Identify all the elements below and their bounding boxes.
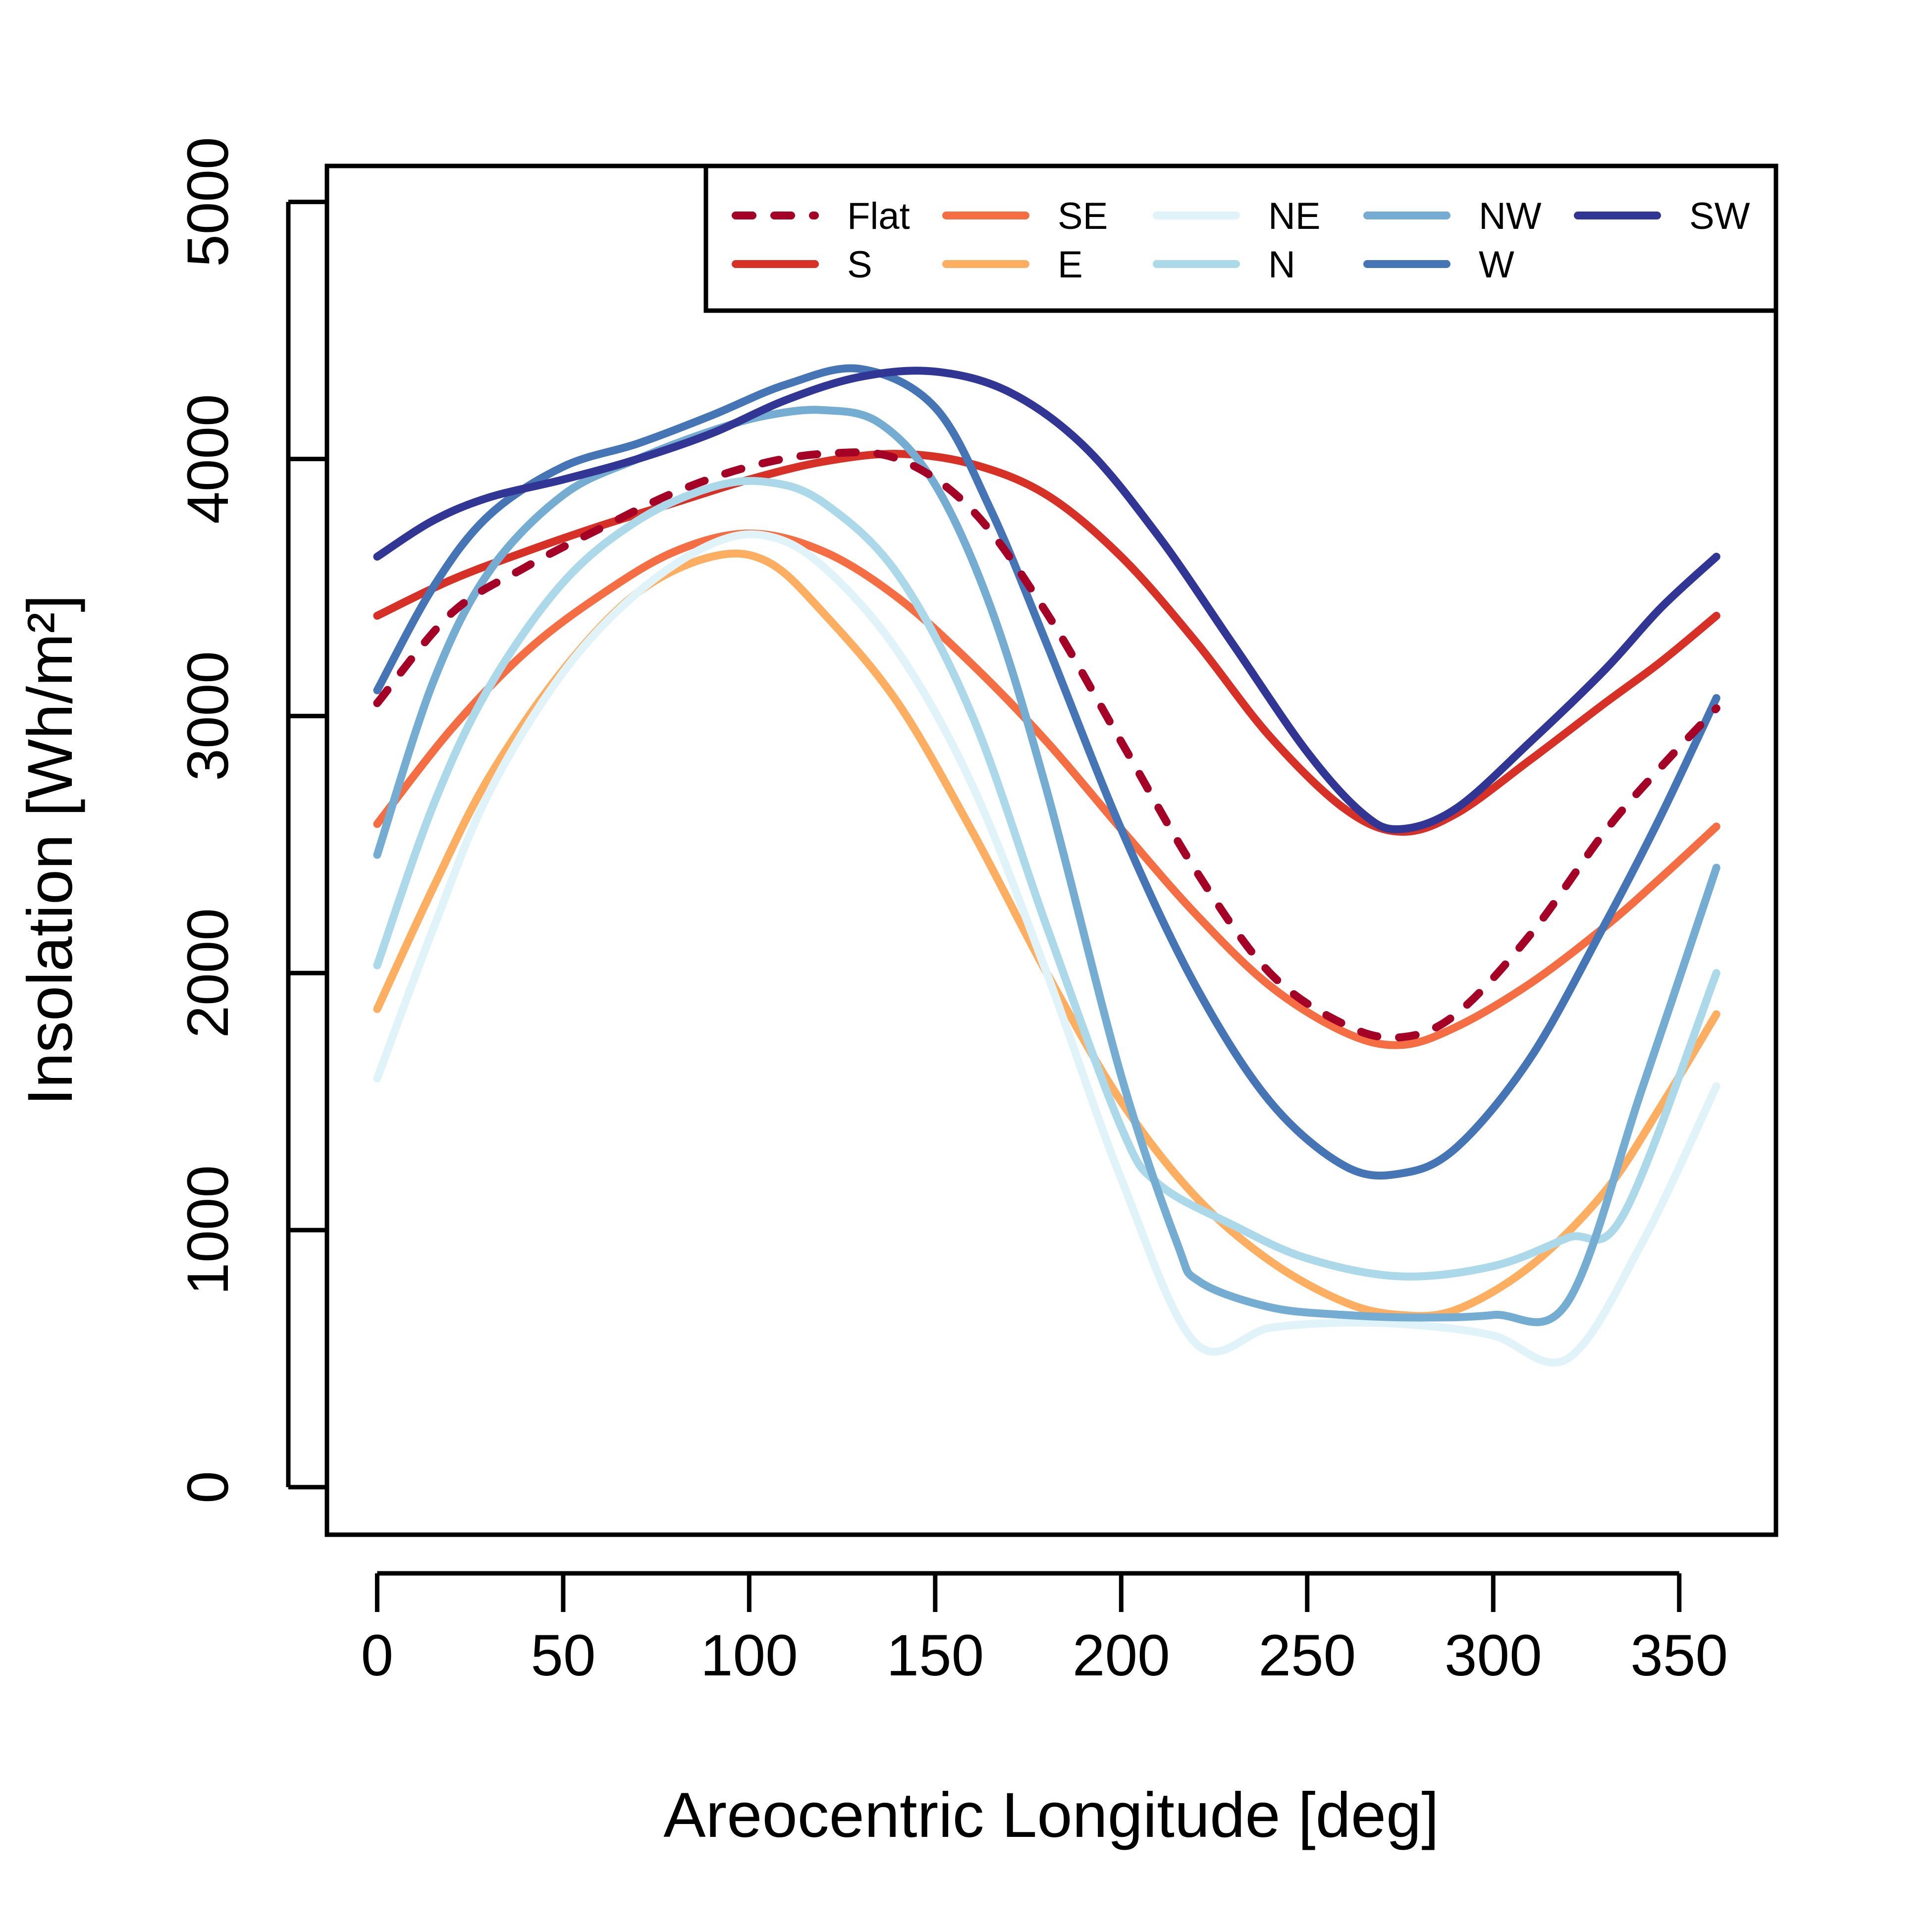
y-tick-label: 2000	[175, 908, 241, 1038]
series-layer	[373, 364, 1720, 1367]
legend-label-w: W	[1479, 244, 1514, 286]
y-tick-label: 1000	[175, 1165, 241, 1295]
series-line-ne	[373, 530, 1720, 1367]
legend: Flat S SE E NE N NW W SW	[703, 163, 1778, 313]
y-tick-label: 3000	[175, 651, 241, 781]
x-tick-label: 350	[1630, 1623, 1728, 1688]
x-tick-label: 50	[531, 1623, 595, 1688]
x-tick-label: 300	[1445, 1623, 1542, 1688]
x-tick-label: 250	[1258, 1623, 1356, 1688]
legend-label-s: S	[847, 244, 872, 286]
legend-label-n: N	[1268, 244, 1295, 286]
y-axis: 0 1000 2000 3000 4000 5000	[175, 137, 327, 1503]
legend-label-sw: SW	[1689, 195, 1750, 237]
series-line-sw	[373, 367, 1720, 833]
series-line-nw	[373, 406, 1720, 1326]
series-line-w	[373, 364, 1720, 1180]
x-tick-label: 100	[700, 1623, 798, 1688]
x-tick-label: 0	[361, 1623, 394, 1688]
legend-label-e: E	[1058, 244, 1083, 286]
x-tick-label: 150	[886, 1623, 984, 1688]
y-axis-title: Insolation [Wh/m²]	[15, 594, 86, 1105]
y-tick-label: 0	[175, 1471, 241, 1503]
legend-label-flat: Flat	[847, 195, 910, 237]
legend-box	[703, 163, 1778, 313]
x-axis: 0 50 100 150 200 250 300 350	[361, 1571, 1728, 1688]
legend-label-ne: NE	[1268, 195, 1321, 237]
series-line-flat	[373, 448, 1720, 1042]
series-line-se	[373, 530, 1720, 1049]
y-tick-label: 4000	[175, 394, 241, 524]
legend-label-se: SE	[1058, 195, 1108, 237]
x-axis-title: Areocentric Longitude [deg]	[663, 1780, 1439, 1851]
x-tick-label: 200	[1073, 1623, 1170, 1688]
legend-label-nw: NW	[1479, 195, 1542, 237]
y-tick-label: 5000	[175, 137, 241, 267]
series-line-n	[373, 477, 1720, 1281]
